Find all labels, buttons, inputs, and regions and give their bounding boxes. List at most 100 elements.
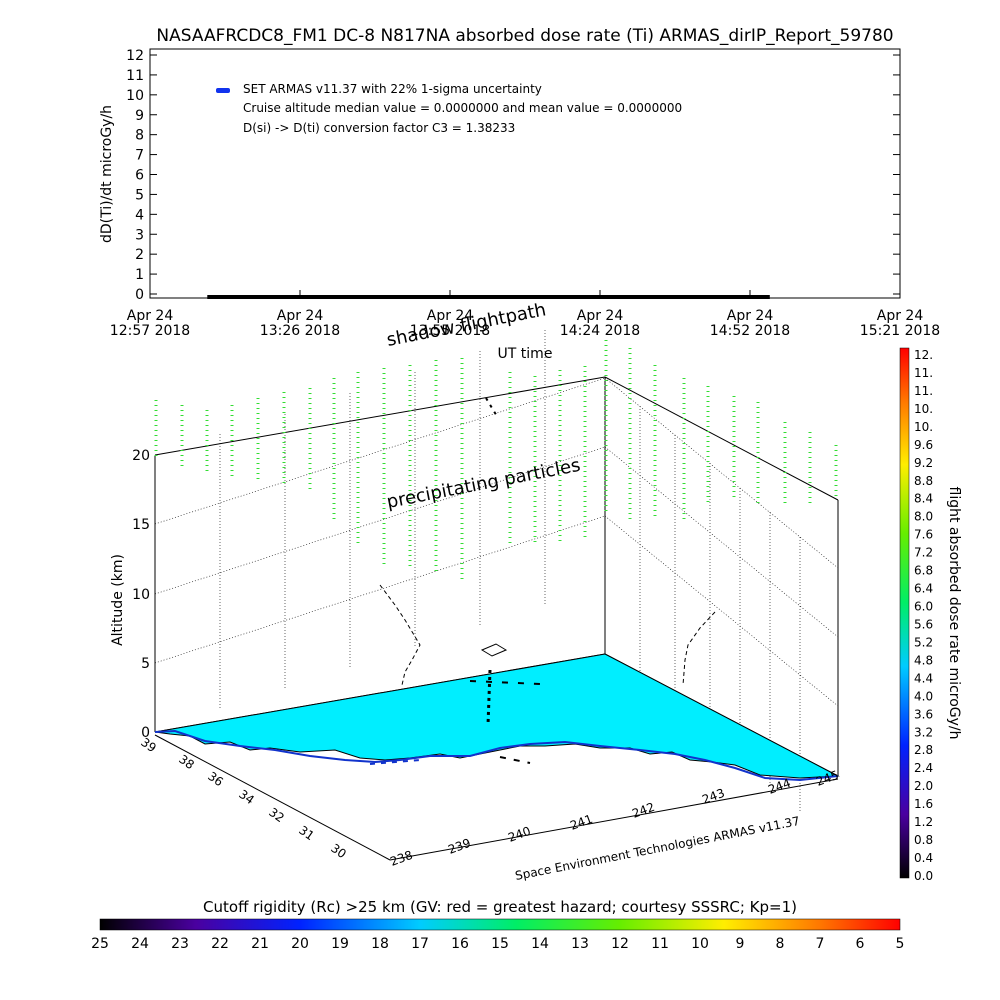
longitude-axis [389, 778, 839, 861]
x-tick-label-date: Apr 24 [727, 308, 774, 324]
y-tick-label: 7 [135, 148, 144, 164]
longitude-tick-label: 238 [388, 848, 414, 869]
latitude-tick-label: 36 [205, 769, 226, 789]
dose-rate-colorbar-tick: 6.8 [914, 564, 933, 578]
cutoff-rigidity-surface [154, 653, 840, 779]
legend-line-1: SET ARMAS v11.37 with 22% 1-sigma uncert… [243, 82, 542, 96]
cutoff-rigidity-colorbar-tick: 5 [896, 936, 905, 952]
dose-rate-colorbar-label: flight absorbed dose rate microGy/h [946, 487, 962, 740]
dose-rate-colorbar-tick: 4.4 [914, 671, 933, 685]
dose-rate-colorbar-tick: 9.6 [914, 438, 933, 452]
cutoff-rigidity-colorbar-tick: 25 [91, 936, 109, 952]
dose-rate-colorbar-tick: 3.2 [914, 725, 933, 739]
latitude-axis [154, 734, 391, 861]
y-tick-label: 12 [126, 48, 144, 64]
dose-rate-colorbar-tick: 1.2 [914, 815, 933, 829]
latitude-tick-label: 32 [266, 805, 287, 825]
cutoff-rigidity-colorbar-ticks: 25 24 23 22 21 20 19 18 17 16 15 14 13 12 11 10 9 8 7 6 5 [91, 936, 904, 952]
cutoff-rigidity-colorbar-tick: 22 [211, 936, 229, 952]
z-ticks: 20 15 10 5 0 [132, 448, 150, 741]
cutoff-rigidity-colorbar-tick: 24 [131, 936, 149, 952]
y-tick-label: 11 [126, 68, 144, 84]
cutoff-rigidity-colorbar-tick: 18 [371, 936, 389, 952]
cutoff-rigidity-colorbar-tick: 12 [611, 936, 629, 952]
figure-title: NASAAFRCDC8_FM1 DC-8 N817NA absorbed dos… [156, 26, 893, 46]
longitude-tick-label: 240 [506, 824, 532, 845]
dose-rate-colorbar-tick: 8.0 [914, 510, 933, 524]
z-tick-label: 0 [141, 725, 150, 741]
legend-marker [216, 88, 230, 93]
z-axis-label: Altitude (km) [110, 554, 126, 646]
y-tick-label: 9 [135, 108, 144, 124]
dose-rate-colorbar-tick: 2.4 [914, 761, 933, 775]
cutoff-rigidity-colorbar-tick: 17 [411, 936, 429, 952]
dose-rate-colorbar-tick: 5.2 [914, 635, 933, 649]
x-tick-label-date: Apr 24 [577, 308, 624, 324]
dose-rate-colorbar-fill [899, 347, 910, 879]
dose-rate-colorbar-tick: 10. [914, 420, 933, 434]
dose-rate-colorbar-tick: 11. [914, 366, 933, 380]
longitude-tick-label: 241 [568, 812, 594, 833]
x-tick-label-time: 14:52 2018 [710, 323, 790, 339]
longitude-tick-label: 239 [446, 836, 472, 857]
cutoff-rigidity-colorbar-tick: 15 [491, 936, 509, 952]
z-tick-label: 5 [141, 656, 150, 672]
dose-rate-colorbar-tick: 5.6 [914, 617, 933, 631]
z-tick-label: 20 [132, 448, 150, 464]
cutoff-rigidity-colorbar-label: Cutoff rigidity (Rc) >25 km (GV: red = g… [203, 898, 797, 916]
shadow-flightpath [369, 397, 716, 765]
y-tick-label: 2 [135, 247, 144, 263]
cutoff-rigidity-colorbar-tick: 9 [736, 936, 745, 952]
dose-rate-colorbar-tick: 6.0 [914, 600, 933, 614]
precipitating-particles-label: precipitating particles [385, 455, 582, 513]
dose-rate-colorbar-tick: 9.2 [914, 456, 933, 470]
z-tick-label: 15 [132, 517, 150, 533]
dose-rate-colorbar-tick: 8.8 [914, 474, 933, 488]
x-tick-label-date: Apr 24 [877, 308, 924, 324]
y-tick-label: 3 [135, 227, 144, 243]
cutoff-rigidity-colorbar-tick: 10 [691, 936, 709, 952]
latitude-tick-label: 34 [236, 787, 257, 807]
dose-rate-colorbar-tick: 8.4 [914, 492, 933, 506]
dose-rate-colorbar-tick: 4.8 [914, 653, 933, 667]
dose-rate-colorbar-tick: 0.4 [914, 851, 933, 865]
dose-rate-colorbar-tick: 1.6 [914, 797, 933, 811]
x-tick-label-time: 12:57 2018 [110, 323, 190, 339]
cutoff-rigidity-colorbar-tick: 23 [171, 936, 189, 952]
dose-rate-colorbar-tick: 6.4 [914, 582, 933, 596]
dose-rate-colorbar-ticks: 12. 11. 11. 10. 10. 9.6 9.2 8.8 8.4 8.0 7.6 7.2 6.8 6… [914, 348, 933, 883]
latitude-tick-label: 31 [296, 823, 317, 843]
x-tick-label-time: 15:21 2018 [860, 323, 940, 339]
dose-rate-colorbar-tick: 7.6 [914, 528, 933, 542]
y-tick-label: 5 [135, 187, 144, 203]
longitude-tick-label: 242 [630, 800, 656, 821]
x-tick-label-time: 14:24 2018 [560, 323, 640, 339]
dose-rate-colorbar-tick: 2.0 [914, 779, 933, 793]
y-axis-label: dD(Ti)/dt microGy/h [99, 105, 115, 243]
x-tick-label-date: Apr 24 [127, 308, 174, 324]
y-tick-label: 1 [135, 267, 144, 283]
latitude-tick-label: 30 [328, 841, 349, 861]
dose-rate-colorbar-tick: 2.8 [914, 743, 933, 757]
cutoff-rigidity-colorbar-tick: 14 [531, 936, 549, 952]
dose-rate-colorbar-tick: 12. [914, 348, 933, 362]
precipitating-particle-columns [154, 340, 838, 580]
legend-line-2: Cruise altitude median value = 0.0000000… [243, 101, 682, 115]
dose-rate-colorbar-tick: 11. [914, 384, 933, 398]
x-tick-label-date: Apr 24 [277, 308, 324, 324]
cutoff-rigidity-colorbar-fill [99, 918, 901, 931]
coastline [154, 729, 839, 782]
cutoff-rigidity-colorbar-tick: 21 [251, 936, 269, 952]
x-tick-label-date: Apr 24 [427, 308, 474, 324]
dose-rate-colorbar-tick: 4.0 [914, 689, 933, 703]
y-tick-label: 0 [135, 287, 144, 303]
cutoff-rigidity-colorbar-tick: 8 [776, 936, 785, 952]
y-tick-label: 8 [135, 128, 144, 144]
y-tick-label: 10 [126, 88, 144, 104]
legend-line-3: D(si) -> D(ti) conversion factor C3 = 1.… [243, 121, 515, 135]
dose-rate-colorbar: 12. 11. 11. 10. 10. 9.6 9.2 8.8 8.4 8.0 7.6 7.2 6.8 6… [899, 347, 962, 883]
